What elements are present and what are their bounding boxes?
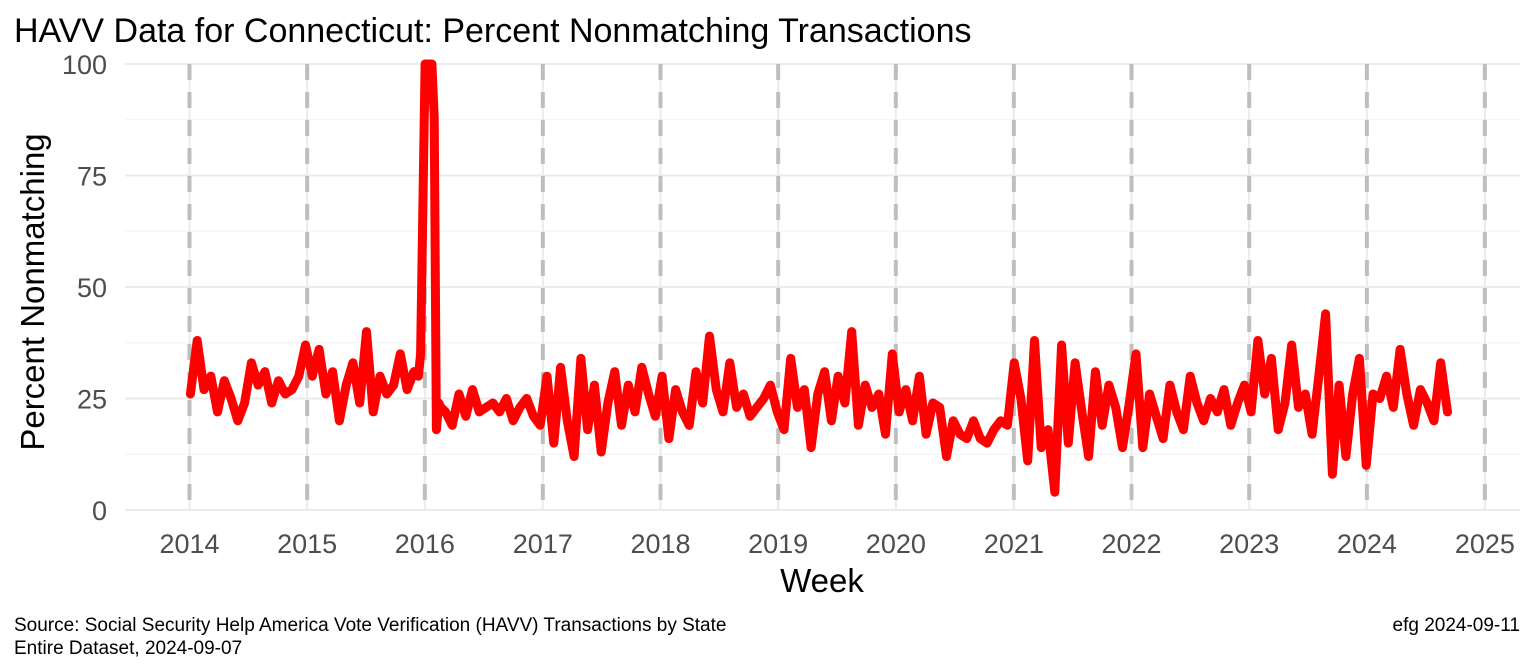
grid [125, 63, 1520, 511]
x-tick-label: 2024 [1337, 529, 1397, 559]
x-tick-label: 2025 [1455, 529, 1515, 559]
y-tick-label: 0 [92, 496, 107, 526]
x-tick-label: 2014 [159, 529, 219, 559]
y-axis-label: Percent Nonmatching [14, 133, 51, 450]
y-tick-label: 25 [77, 385, 107, 415]
caption-author-date: efg 2024-09-11 [1393, 615, 1520, 636]
x-tick-label: 2022 [1101, 529, 1161, 559]
y-tick-label: 75 [77, 162, 107, 192]
series-line [185, 59, 1452, 497]
plot-area [125, 59, 1520, 511]
x-tick-label: 2016 [395, 529, 455, 559]
y-tick-label: 50 [77, 273, 107, 303]
y-tick-label: 100 [62, 50, 107, 80]
x-tick-label: 2019 [748, 529, 808, 559]
x-tick-label: 2015 [277, 529, 337, 559]
chart-title: HAVV Data for Connecticut: Percent Nonma… [14, 12, 972, 50]
x-axis-label: Week [780, 562, 864, 599]
series-layer [185, 59, 1452, 497]
y-axis-ticks: 0 25 50 75 100 [62, 50, 107, 526]
x-tick-label: 2020 [866, 529, 926, 559]
x-tick-label: 2023 [1219, 529, 1279, 559]
x-axis-ticks: 2014 2015 2016 2017 2018 2019 2020 2021 2022 2023… [159, 529, 1514, 559]
x-tick-label: 2018 [630, 529, 690, 559]
caption-dataset: Entire Dataset, 2024-09-07 [14, 638, 242, 659]
caption-source: Source: Social Security Help America Vot… [14, 615, 726, 636]
x-tick-label: 2017 [513, 529, 573, 559]
x-tick-label: 2021 [984, 529, 1044, 559]
